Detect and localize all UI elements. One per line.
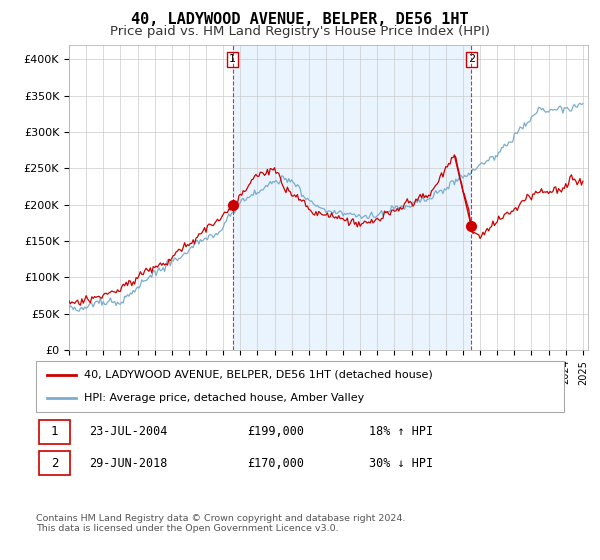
Text: Price paid vs. HM Land Registry's House Price Index (HPI): Price paid vs. HM Land Registry's House … [110, 25, 490, 38]
Text: HPI: Average price, detached house, Amber Valley: HPI: Average price, detached house, Ambe… [83, 393, 364, 403]
Text: 2: 2 [51, 456, 58, 470]
Text: 29-JUN-2018: 29-JUN-2018 [89, 456, 167, 470]
Text: 30% ↓ HPI: 30% ↓ HPI [368, 456, 433, 470]
FancyBboxPatch shape [36, 361, 564, 412]
Text: 2: 2 [468, 54, 475, 64]
Text: 1: 1 [229, 54, 236, 64]
Text: 23-JUL-2004: 23-JUL-2004 [89, 425, 167, 438]
Text: Contains HM Land Registry data © Crown copyright and database right 2024.
This d: Contains HM Land Registry data © Crown c… [36, 514, 406, 534]
Text: £170,000: £170,000 [247, 456, 304, 470]
Bar [233, 45, 472, 350]
FancyBboxPatch shape [38, 420, 70, 444]
Text: 18% ↑ HPI: 18% ↑ HPI [368, 425, 433, 438]
Text: 40, LADYWOOD AVENUE, BELPER, DE56 1HT: 40, LADYWOOD AVENUE, BELPER, DE56 1HT [131, 12, 469, 27]
Text: 1: 1 [51, 425, 58, 438]
FancyBboxPatch shape [38, 451, 70, 475]
Text: £199,000: £199,000 [247, 425, 304, 438]
Text: 40, LADYWOOD AVENUE, BELPER, DE56 1HT (detached house): 40, LADYWOOD AVENUE, BELPER, DE56 1HT (d… [83, 370, 432, 380]
